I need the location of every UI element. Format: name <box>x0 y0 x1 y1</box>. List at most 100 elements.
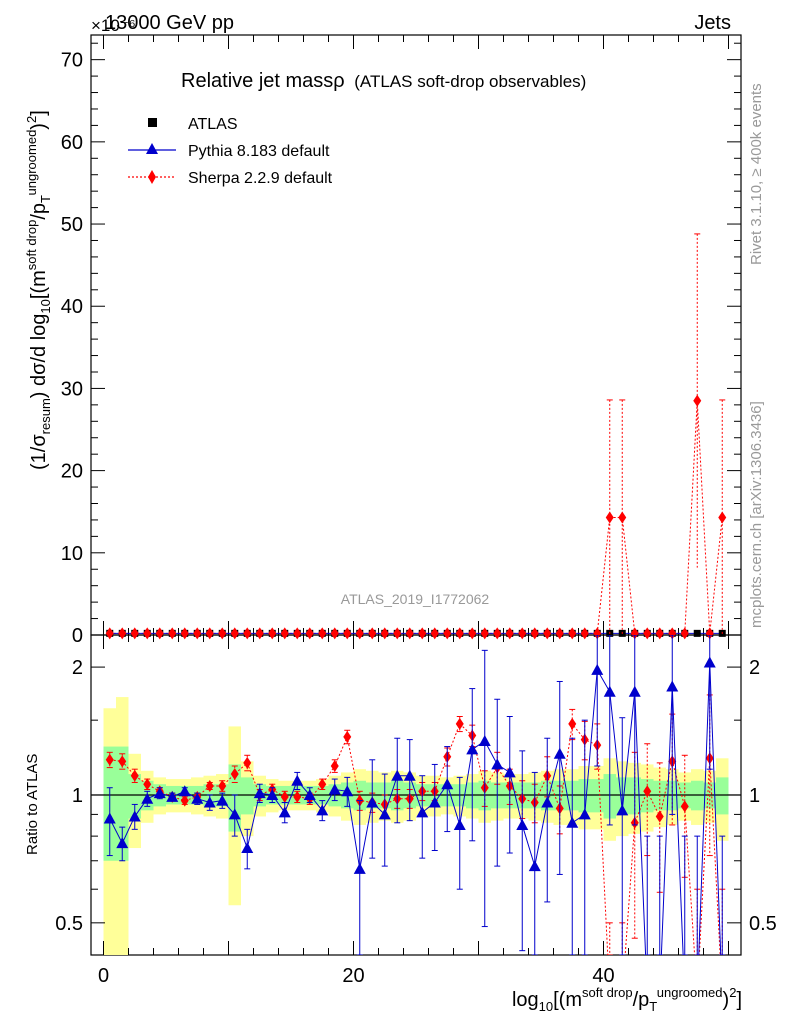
xtick-label: 20 <box>342 965 364 987</box>
ratio-triangle-group <box>103 635 726 955</box>
main-sherpa-point <box>493 627 502 640</box>
ratio-pythia-point <box>666 680 679 692</box>
ratio-pythia-point <box>616 804 629 816</box>
ratio-pythia-point <box>266 788 279 800</box>
main-sherpa-point <box>643 627 652 640</box>
ratio-pythia-point <box>591 663 604 675</box>
main-ytick-label: 50 <box>61 214 83 236</box>
ratio-sherpa-point <box>130 769 139 782</box>
ratio-sherpa-point <box>655 810 664 823</box>
main-sherpa-point <box>105 627 114 640</box>
ratio-pythia-point <box>378 808 391 820</box>
ratio-axes: 0.5 0.51 12 20 20 40 <box>55 635 777 987</box>
ratio-sherpa-point <box>680 800 689 813</box>
ratio-pythia-point <box>603 685 616 697</box>
ratio-pythia-point <box>516 818 529 830</box>
main-sherpa-point <box>668 627 677 640</box>
ratio-pythia-point <box>166 790 179 802</box>
main-sherpa-point <box>230 627 239 640</box>
main-sherpa-point <box>380 627 389 640</box>
ratio-band-green <box>716 777 729 815</box>
main-sherpa-point <box>680 627 689 640</box>
ratio-pythia-point <box>503 766 516 778</box>
main-sherpa-point <box>243 627 252 640</box>
ratio-sherpa-point <box>318 778 327 791</box>
main-ytick-label: 60 <box>61 132 83 154</box>
legend-label-atlas: ATLAS <box>188 116 238 133</box>
exponent-label: ×10⁻⁶ <box>91 16 136 35</box>
ratio-pythia-point <box>216 794 229 806</box>
main-sherpa-point <box>430 627 439 640</box>
ratio-sherpa-point <box>205 779 214 792</box>
legend-diamond-marker <box>148 170 156 184</box>
main-atlas-point <box>693 629 701 637</box>
main-series <box>105 233 727 640</box>
main-axes: 0 10 20 30 40 50 60 70 <box>61 35 741 647</box>
legend-square-marker <box>148 118 157 127</box>
main-sherpa-point <box>218 627 227 640</box>
main-sherpa-point <box>180 627 189 640</box>
main-sherpa-point <box>693 394 702 407</box>
main-sherpa-point <box>130 627 139 640</box>
ratio-pythia-point <box>103 812 116 824</box>
ratio-band-green <box>591 779 604 813</box>
plot-title-sub: (ATLAS soft-drop observables) <box>354 72 586 91</box>
plot-title-main: Relative jet massρ <box>181 70 345 92</box>
main-sherpa-point <box>343 627 352 640</box>
main-ytick-label: 30 <box>61 378 83 400</box>
main-sherpa-point <box>555 627 564 640</box>
main-ytick-label: 0 <box>72 625 83 647</box>
ratio-pythia-point <box>253 787 266 799</box>
main-sherpa-point <box>268 627 277 640</box>
ratio-ytick-label: 1 <box>72 785 83 807</box>
ratio-sherpa-point <box>343 730 352 743</box>
ratio-sherpa-point <box>643 785 652 798</box>
ratio-pythia-point <box>116 837 129 849</box>
mcplots-label: mcplots.cern.ch [arXiv:1306.3436] <box>748 401 765 628</box>
main-sherpa-point <box>605 511 614 524</box>
main-sherpa-point <box>318 627 327 640</box>
legend-label-pythia: Pythia 8.183 default <box>188 143 330 160</box>
ratio-pythia-point <box>191 792 204 804</box>
ratio-diamond-group <box>105 694 726 955</box>
main-sherpa-point <box>255 627 264 640</box>
ratio-pythia-point <box>453 818 466 830</box>
ratio-sherpa-point <box>568 717 577 730</box>
main-sherpa-point <box>468 627 477 640</box>
rivet-label: Rivet 3.1.10, ≥ 400k events <box>748 83 765 265</box>
main-sherpa-point <box>443 627 452 640</box>
ratio-pythia-point <box>303 788 316 800</box>
ratio-ytick-label: 0.5 <box>55 913 83 935</box>
main-sherpa-point <box>705 627 714 640</box>
ratio-sherpa-point <box>230 768 239 781</box>
ratio-pythia-point <box>578 808 591 820</box>
ratio-pythia-point <box>478 734 491 746</box>
legend-item-pythia: Pythia 8.183 default <box>128 143 330 160</box>
ratio-sherpa-point <box>330 759 339 772</box>
ratio-pythia-point <box>353 862 366 874</box>
ratio-pythia-point <box>441 778 454 790</box>
main-ytick-label: 40 <box>61 296 83 318</box>
main-sherpa-point <box>330 627 339 640</box>
ratio-pythia-point <box>141 792 154 804</box>
main-ylabel: (1/σresum) dσ/d log10[(msoft drop/pTungr… <box>24 110 53 470</box>
ratio-ytick-label: 2 <box>72 657 83 679</box>
xtick-label: 40 <box>592 965 614 987</box>
ratio-pythia-point <box>291 774 304 786</box>
ratio-pythia-point <box>366 796 379 808</box>
ratio-pythia-point <box>153 787 166 799</box>
main-sherpa-point <box>530 627 539 640</box>
ratio-pythia-point <box>628 685 641 697</box>
main-sherpa-point <box>655 627 664 640</box>
ratio-pythia-point <box>428 796 441 808</box>
main-sherpa-point <box>405 627 414 640</box>
ratio-pythia-point <box>553 747 566 759</box>
main-sherpa-point <box>418 627 427 640</box>
main-sherpa-point <box>580 627 589 640</box>
main-sherpa-point <box>393 627 402 640</box>
main-sherpa-point <box>518 627 527 640</box>
main-ytick-label: 10 <box>61 543 83 565</box>
ratio-pythia-point <box>316 804 329 816</box>
main-sherpa-point <box>455 627 464 640</box>
